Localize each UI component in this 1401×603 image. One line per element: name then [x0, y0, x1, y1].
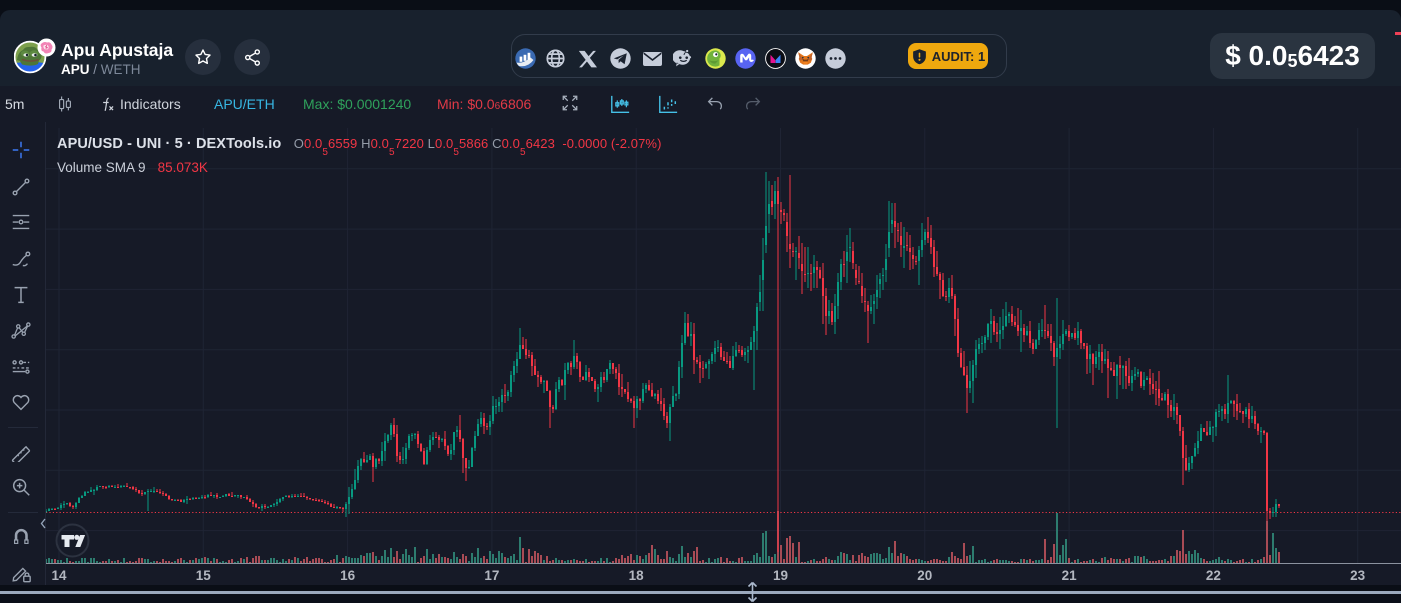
svg-text:21: 21: [1062, 568, 1078, 583]
svg-text:17: 17: [484, 568, 499, 583]
svg-text:20: 20: [917, 568, 932, 583]
svg-text:14: 14: [51, 568, 67, 583]
svg-text:19: 19: [773, 568, 788, 583]
svg-text:22: 22: [1206, 568, 1221, 583]
svg-text:23: 23: [1350, 568, 1366, 583]
svg-text:16: 16: [340, 568, 356, 583]
svg-text:15: 15: [196, 568, 212, 583]
svg-text:18: 18: [629, 568, 645, 583]
